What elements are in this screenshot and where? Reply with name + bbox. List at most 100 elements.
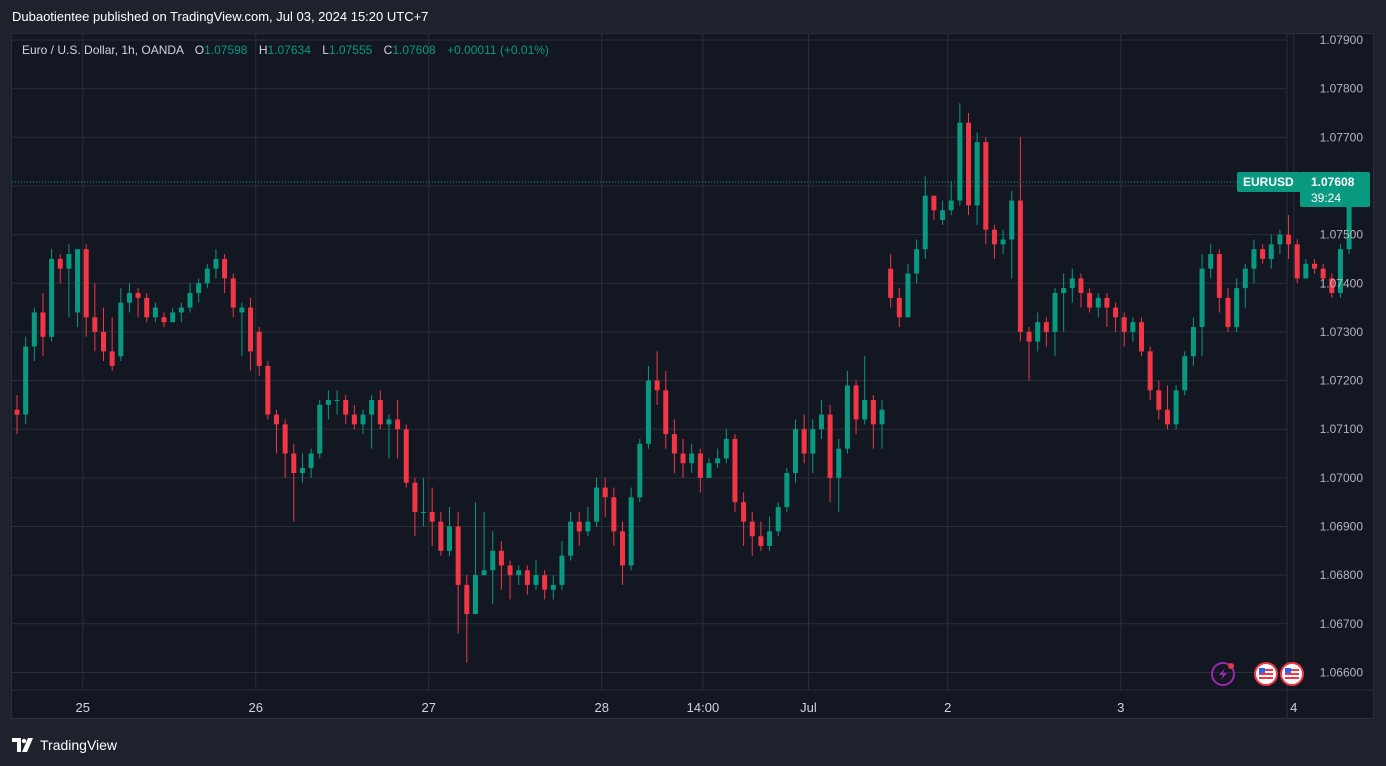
candle-body [498,550,504,566]
candle [1156,380,1162,420]
symbol-description: Euro / U.S. Dollar, 1h, OANDA [22,43,184,57]
candle-body [645,380,651,444]
candle-body [559,555,565,585]
candle [403,424,409,488]
candle-body [741,502,747,522]
candle-body [222,258,228,279]
price-tick-label: 1.06700 [1320,617,1364,631]
brand-name: TradingView [40,737,118,753]
candle [957,103,963,206]
candle-body [654,380,660,391]
candle-body [481,570,487,576]
tradingview-logo[interactable]: TradingView [12,737,117,753]
candle [325,390,331,420]
candle [723,429,729,464]
candle [524,565,530,595]
candle-body [1260,249,1266,259]
candle [507,560,513,600]
candle-body [905,273,911,318]
candle-body [723,438,729,459]
candle-body [516,570,522,576]
candle-body [914,249,920,274]
candle [412,477,418,537]
candle [135,288,141,318]
candle [343,395,349,425]
candle [1147,346,1153,401]
candle-body [940,210,946,221]
candle-body [1078,278,1084,293]
candle [351,404,357,430]
candle [1242,263,1248,308]
candle [31,307,37,362]
candle-body [680,453,686,464]
candle [810,419,816,473]
candle-body [671,434,677,454]
candle [620,521,625,585]
candle [299,453,305,483]
candle [170,307,176,323]
open-value: 1.07598 [204,43,248,57]
candle [966,112,971,216]
candle-body [14,409,20,415]
candle [940,200,946,225]
candle-body [317,404,323,454]
candle [1303,258,1309,279]
candle [1052,288,1058,357]
candle [230,273,236,318]
candle [991,224,997,259]
time-tick-label: 2 [944,700,951,715]
chart-svg[interactable]: 1.079001.078001.077001.076001.075001.074… [12,34,1373,718]
candle-body [862,400,868,420]
close-value: 1.07608 [392,43,436,57]
candle [568,511,574,561]
candle [628,487,634,571]
time-tick-label: 3 [1117,700,1124,715]
candle [291,443,297,522]
candle-body [1182,356,1188,391]
candle-body [1190,327,1196,357]
lightning-icon[interactable] [1211,662,1235,686]
close-label: C [383,43,393,57]
bar-countdown: 39:24 [1311,191,1341,205]
candle [533,560,539,590]
candle [741,492,747,546]
candle-body [576,521,582,532]
candle-body [282,424,288,454]
candle-body [1242,268,1248,289]
candle [542,570,548,600]
candle-body [1234,288,1240,328]
candle [1277,229,1283,255]
candle [818,400,824,439]
candle [256,327,262,376]
candle-body [412,482,418,512]
candle-body [334,400,340,402]
chart-area[interactable]: 1.079001.078001.077001.076001.075001.074… [11,33,1374,719]
candle-body [109,351,115,366]
price-tick-label: 1.07100 [1320,422,1364,436]
candle-body [101,331,106,352]
candle-body [991,229,997,245]
candle [239,302,245,357]
candle [282,419,288,478]
candle-body [152,307,158,318]
candle-body [490,550,496,571]
time-tick-label: 27 [422,700,436,715]
candle [360,409,366,435]
candle-body [550,584,556,590]
price-tick-label: 1.07200 [1320,374,1364,388]
candle-body [793,429,798,473]
candle-body [853,385,859,420]
us-flag-icon[interactable] [1280,662,1304,686]
candle [1251,239,1257,284]
candle [1329,273,1335,298]
candle [1320,263,1326,289]
candle [784,468,790,512]
us-flag-icon[interactable] [1254,662,1278,686]
price-tick-label: 1.07400 [1320,276,1364,290]
candle-body [697,453,703,478]
candle [23,336,29,425]
candle-body [1052,292,1058,332]
candle-body [836,448,842,478]
candle [983,137,989,245]
candle-body [170,312,176,323]
